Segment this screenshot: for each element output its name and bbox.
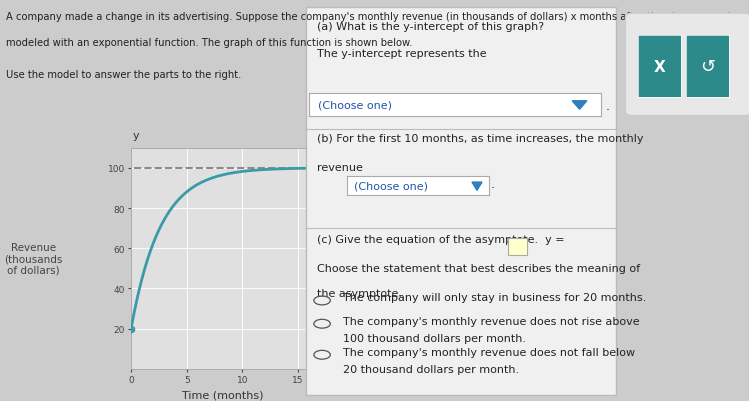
- Polygon shape: [572, 101, 587, 110]
- Text: .: .: [491, 178, 494, 190]
- Text: the asymptote.: the asymptote.: [317, 289, 401, 299]
- Text: The y-intercept represents the: The y-intercept represents the: [317, 49, 486, 59]
- Polygon shape: [472, 182, 482, 191]
- Text: The company's monthly revenue does not rise above: The company's monthly revenue does not r…: [343, 316, 640, 326]
- Text: The company's monthly revenue does not fall below: The company's monthly revenue does not f…: [343, 347, 635, 357]
- Text: (Choose one): (Choose one): [354, 181, 428, 191]
- Text: A company made a change in its advertising. Suppose the company's monthly revenu: A company made a change in its advertisi…: [6, 12, 740, 22]
- Text: 100 thousand dollars per month.: 100 thousand dollars per month.: [343, 333, 526, 343]
- Text: 20 thousand dollars per month.: 20 thousand dollars per month.: [343, 364, 519, 374]
- Text: Choose the statement that best describes the meaning of: Choose the statement that best describes…: [317, 263, 640, 273]
- Text: ↺: ↺: [700, 58, 715, 76]
- Text: X: X: [654, 60, 665, 75]
- Text: The company will only stay in business for 20 months.: The company will only stay in business f…: [343, 293, 646, 303]
- Text: x: x: [319, 371, 326, 381]
- Text: Use the model to answer the parts to the right.: Use the model to answer the parts to the…: [6, 70, 241, 80]
- Text: .: .: [605, 100, 609, 113]
- Text: (c) Give the equation of the asymptote.  y =: (c) Give the equation of the asymptote. …: [317, 235, 568, 244]
- X-axis label: Time (months): Time (months): [182, 390, 264, 400]
- Text: Revenue
(thousands
of dollars): Revenue (thousands of dollars): [4, 242, 63, 275]
- Text: y: y: [133, 131, 139, 141]
- Text: (b) For the first 10 months, as time increases, the monthly: (b) For the first 10 months, as time inc…: [317, 134, 643, 144]
- Text: (Choose one): (Choose one): [318, 100, 392, 110]
- Text: (a) What is the y-intercept of this graph?: (a) What is the y-intercept of this grap…: [317, 22, 544, 32]
- Text: modeled with an exponential function. The graph of this function is shown below.: modeled with an exponential function. Th…: [6, 38, 413, 48]
- Text: revenue: revenue: [317, 163, 366, 173]
